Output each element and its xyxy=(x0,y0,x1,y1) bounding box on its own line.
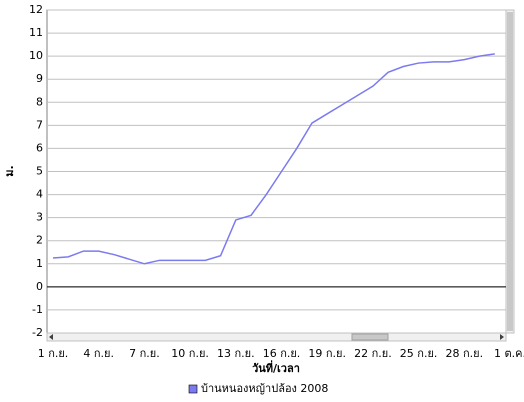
y-tick-label: -2 xyxy=(32,326,43,339)
x-tick-label: 10 ก.ย. xyxy=(171,347,209,360)
x-axis-title: วันที่/เวลา xyxy=(252,360,300,375)
legend-swatch xyxy=(188,384,198,394)
x-tick-label: 13 ก.ย. xyxy=(217,347,255,360)
legend-label: บ้านหนองหญ้าปล้อง 2008 xyxy=(201,382,328,395)
y-tick-label: 0 xyxy=(36,280,43,293)
x-tick-label: 25 ก.ย. xyxy=(400,347,438,360)
x-tick-label: 19 ก.ย. xyxy=(308,347,346,360)
h-scrollbar[interactable] xyxy=(46,332,507,342)
y-tick-label: 1 xyxy=(36,257,43,270)
y-tick-label: 9 xyxy=(36,72,43,85)
y-tick-label: 12 xyxy=(29,3,43,16)
y-tick-label: -1 xyxy=(32,303,43,316)
y-tick-label: 4 xyxy=(36,188,43,201)
line xyxy=(52,53,495,265)
x-tick-label: 28 ก.ย. xyxy=(446,347,484,360)
y-tick-label: 2 xyxy=(36,234,43,247)
y-tick-label: 7 xyxy=(36,118,43,131)
x-tick-label: 16 ก.ย. xyxy=(263,347,301,360)
x-tick-label: 4 ก.ย. xyxy=(83,347,114,360)
y-tick-label: 11 xyxy=(29,26,43,39)
v-scrollbar[interactable] xyxy=(505,9,515,334)
x-tick-label: 22 ก.ย. xyxy=(354,347,392,360)
y-tick-label: 8 xyxy=(36,95,43,108)
y-tick-label: 5 xyxy=(36,165,43,178)
y-axis-title: ม. xyxy=(3,165,16,176)
x-tick-label: 1 ก.ย. xyxy=(38,347,69,360)
y-tick-label: 10 xyxy=(29,49,43,62)
x-tick-label: 7 ก.ย. xyxy=(129,347,160,360)
x-tick-label: 1 ต.ค. xyxy=(494,347,524,360)
y-tick-label: 6 xyxy=(36,141,43,154)
y-tick-label: 3 xyxy=(36,211,43,224)
